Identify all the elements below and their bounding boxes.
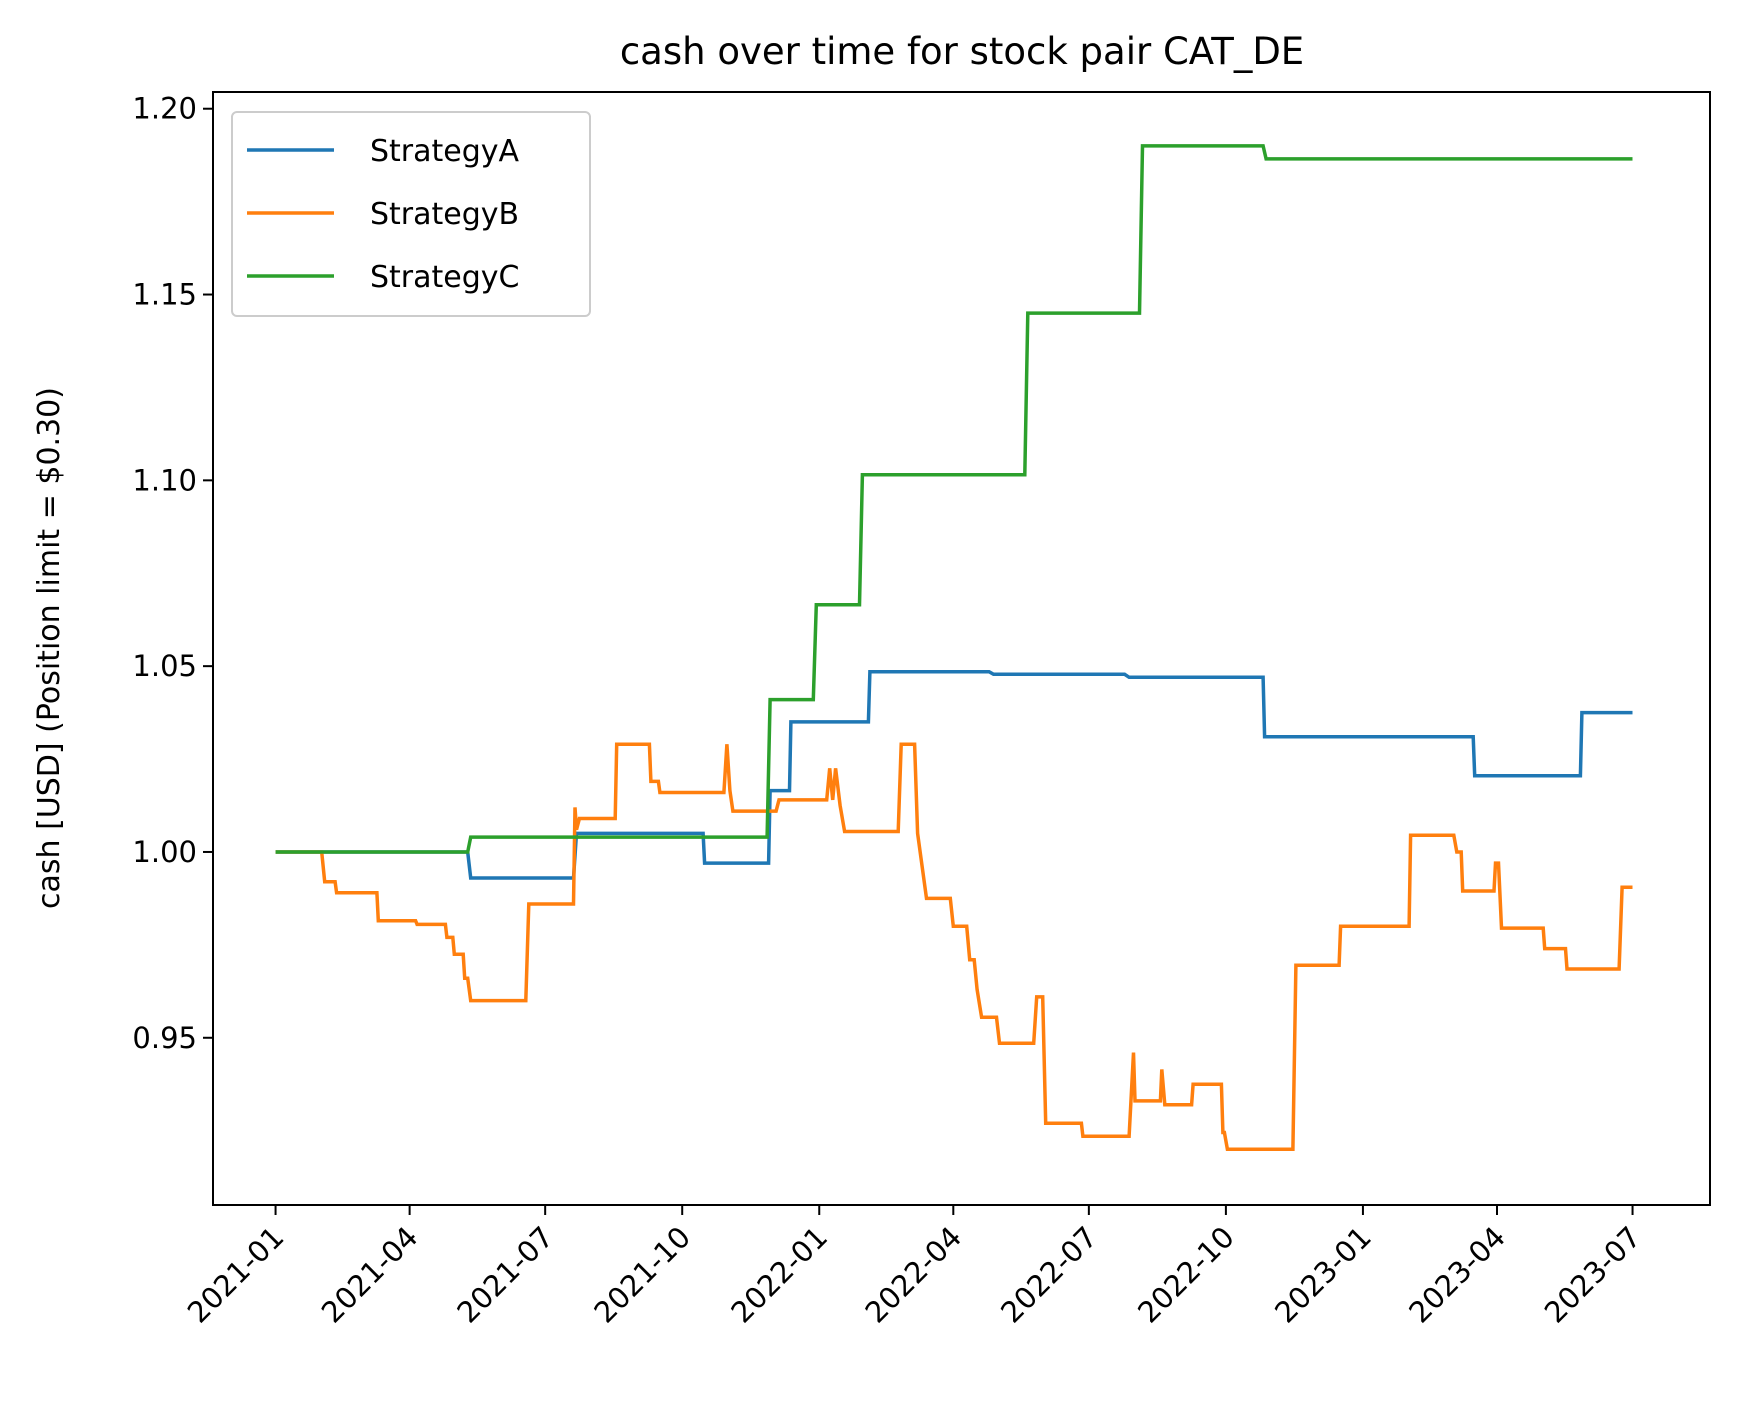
- legend-label: StrategyA: [370, 134, 520, 169]
- y-tick-label: 1.00: [132, 835, 197, 869]
- legend: StrategyA StrategyB StrategyC: [231, 111, 591, 317]
- series-line-strategya: [275, 669, 1633, 880]
- x-tick-label: 2022-10: [1131, 1220, 1241, 1330]
- y-axis-label: cash [USD] (Position limit = $0.30): [32, 387, 67, 909]
- y-tick-label: 1.20: [132, 92, 197, 126]
- plot-series: [275, 144, 1633, 1152]
- axes-frame: [212, 91, 1711, 1206]
- y-tick-label: 1.10: [132, 463, 197, 497]
- x-tick-label: 2022-04: [859, 1220, 969, 1330]
- series-line-strategyb: [275, 742, 1633, 1152]
- x-tick-label: 2021-01: [181, 1220, 291, 1330]
- x-tick-label: 2023-07: [1538, 1220, 1648, 1330]
- x-axis-ticks: 2021-01 2021-04 2021-07 2021-10 2022-01 2022-…: [181, 1205, 1648, 1330]
- chart-title: cash over time for stock pair CAT_DE: [620, 30, 1304, 73]
- y-tick-label: 1.15: [132, 278, 197, 312]
- x-tick-label: 2021-04: [315, 1220, 425, 1330]
- x-tick-label: 2021-07: [450, 1220, 560, 1330]
- x-tick-label: 2023-04: [1402, 1220, 1512, 1330]
- x-tick-label: 2021-10: [587, 1220, 697, 1330]
- y-axis-ticks: 0.95 1.00 1.05 1.10 1.15 1.20: [132, 92, 213, 1055]
- legend-box: [231, 111, 591, 317]
- legend-label: StrategyC: [370, 260, 520, 295]
- legend-label: StrategyB: [370, 197, 519, 232]
- x-tick-label: 2022-01: [724, 1220, 834, 1330]
- y-tick-label: 0.95: [132, 1021, 197, 1055]
- x-tick-label: 2022-07: [994, 1220, 1104, 1330]
- series-line-strategyc: [275, 144, 1633, 854]
- y-tick-label: 1.05: [132, 649, 197, 683]
- x-tick-label: 2023-01: [1268, 1220, 1378, 1330]
